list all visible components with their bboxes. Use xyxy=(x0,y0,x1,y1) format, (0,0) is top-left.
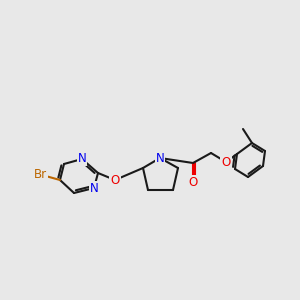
Text: O: O xyxy=(110,173,120,187)
Text: N: N xyxy=(90,182,98,194)
Text: O: O xyxy=(188,176,198,188)
Text: N: N xyxy=(78,152,86,166)
Text: Br: Br xyxy=(33,169,46,182)
Text: N: N xyxy=(156,152,164,164)
Text: O: O xyxy=(221,155,231,169)
